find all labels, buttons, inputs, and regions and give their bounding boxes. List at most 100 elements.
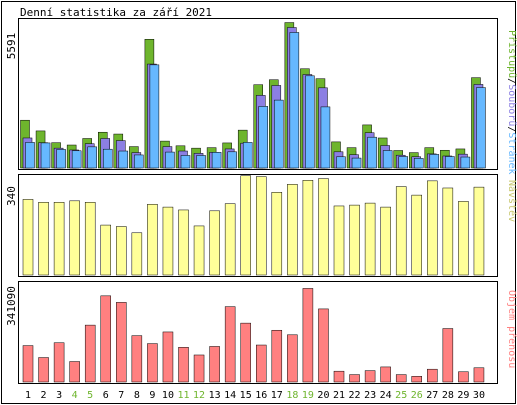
bar-pages-day-11	[180, 155, 191, 169]
bar-pages-day-20	[320, 106, 331, 169]
x-tick-label-17: 17	[271, 390, 283, 401]
bar-visits-day-4	[69, 200, 80, 276]
bar-kbytes-day-19	[302, 288, 314, 383]
bar-visits-day-16	[256, 176, 267, 276]
bar-kbytes-day-15	[240, 322, 251, 383]
panel-kbytes-bars	[22, 288, 485, 383]
x-tick-label-15: 15	[240, 390, 252, 401]
panel-visits-bars	[22, 175, 485, 276]
x-tick-label-18: 18	[286, 390, 298, 401]
bar-pages-day-26	[414, 158, 424, 169]
bar-pages-day-8	[134, 154, 144, 169]
x-tick-label-28: 28	[442, 390, 454, 401]
bar-kbytes-day-6	[100, 295, 111, 383]
bar-visits-day-27	[427, 180, 438, 276]
bar-kbytes-day-30	[473, 367, 485, 383]
bar-kbytes-day-16	[256, 344, 267, 383]
x-tick-label-10: 10	[162, 390, 174, 401]
bar-kbytes-day-24	[380, 366, 391, 383]
bar-pages-day-19	[305, 75, 315, 169]
x-tick-label-26: 26	[411, 390, 423, 401]
bar-pages-day-18	[289, 32, 300, 169]
x-tick-label-27: 27	[426, 390, 438, 401]
bar-kbytes-day-17	[271, 329, 283, 383]
x-tick-label-25: 25	[395, 390, 407, 401]
panel-visits-frame	[18, 174, 498, 277]
x-tick-label-23: 23	[364, 390, 376, 401]
legend-separator: /	[506, 126, 517, 132]
x-tick-label-9: 9	[149, 390, 155, 401]
bar-visits-day-13	[209, 210, 220, 276]
bar-pages-day-30	[476, 87, 486, 169]
kbytes-axis-label: Objem přenosu	[506, 290, 517, 368]
panel-requests-bars	[20, 22, 486, 169]
bar-pages-day-27	[429, 154, 440, 169]
bar-pages-day-24	[382, 150, 393, 169]
bar-kbytes-day-29	[458, 371, 469, 383]
x-tick-label-14: 14	[224, 390, 236, 401]
bar-pages-day-17	[274, 99, 284, 169]
x-tick-label-1: 1	[25, 390, 31, 401]
bar-pages-day-7	[118, 150, 129, 169]
bar-kbytes-day-11	[178, 347, 189, 383]
x-tick-label-16: 16	[255, 390, 267, 401]
bar-kbytes-day-9	[147, 343, 158, 383]
bar-pages-day-15	[242, 142, 253, 169]
legend-files: Souborů	[506, 84, 517, 126]
bar-pages-day-22	[351, 157, 362, 169]
bar-kbytes-day-3	[53, 342, 65, 383]
x-tick-label-20: 20	[317, 390, 329, 401]
bar-visits-day-28	[442, 187, 454, 276]
x-tick-label-21: 21	[333, 390, 345, 401]
x-tick-label-5: 5	[87, 390, 93, 401]
panel-requests-frame	[18, 18, 498, 170]
bar-visits-day-11	[178, 209, 189, 276]
bar-visits-day-3	[53, 202, 65, 276]
bar-kbytes-day-7	[116, 302, 127, 383]
bar-visits-day-29	[458, 201, 469, 276]
visits-ymax-label: 340	[5, 186, 18, 206]
bar-visits-day-26	[411, 194, 422, 276]
x-tick-label-3: 3	[56, 390, 62, 401]
bar-visits-day-30	[473, 186, 485, 276]
bar-pages-day-6	[103, 148, 113, 169]
x-axis-day-labels: 1 2 3 4 5 6 7 8 9 10 11 12 13 14 15 16 17 18 19 20 21 22 23 24 2…	[25, 390, 485, 401]
x-tick-label-12: 12	[193, 390, 205, 401]
bar-kbytes-day-13	[209, 346, 220, 383]
bar-kbytes-day-4	[69, 361, 80, 383]
bar-kbytes-day-5	[84, 324, 96, 383]
legend-separator: /	[506, 78, 517, 84]
bar-pages-day-28	[445, 156, 455, 169]
bar-pages-day-16	[258, 106, 268, 169]
bar-pages-day-23	[367, 136, 377, 169]
bar-kbytes-day-2	[38, 357, 49, 383]
bar-visits-day-21	[333, 205, 345, 276]
x-tick-label-7: 7	[118, 390, 124, 401]
bar-kbytes-day-28	[442, 328, 454, 383]
bar-visits-day-23	[364, 202, 376, 276]
bar-pages-day-21	[336, 156, 346, 169]
x-tick-label-11: 11	[177, 390, 189, 401]
x-tick-label-13: 13	[209, 390, 221, 401]
x-tick-label-6: 6	[103, 390, 109, 401]
bar-visits-day-2	[38, 202, 49, 276]
x-tick-label-4: 4	[72, 390, 78, 401]
chart-title: Denní statistika za září 2021	[20, 6, 212, 19]
x-tick-label-24: 24	[380, 390, 392, 401]
bar-visits-day-18	[287, 184, 298, 276]
bar-kbytes-day-26	[411, 376, 422, 383]
bar-pages-day-13	[211, 152, 222, 169]
bar-visits-day-9	[147, 203, 158, 276]
bar-visits-day-10	[162, 206, 174, 276]
x-tick-label-2: 2	[41, 390, 47, 401]
bar-pages-day-3	[56, 149, 66, 169]
x-tick-label-8: 8	[134, 390, 140, 401]
bar-pages-day-4	[71, 150, 82, 169]
bar-visits-day-22	[349, 204, 360, 276]
legend-hits: Přístupů	[506, 30, 517, 78]
bar-visits-day-1	[22, 199, 34, 276]
bar-pages-day-2	[40, 142, 51, 169]
requests-legend: Přístupů/Souborů/Stránek	[506, 30, 517, 175]
